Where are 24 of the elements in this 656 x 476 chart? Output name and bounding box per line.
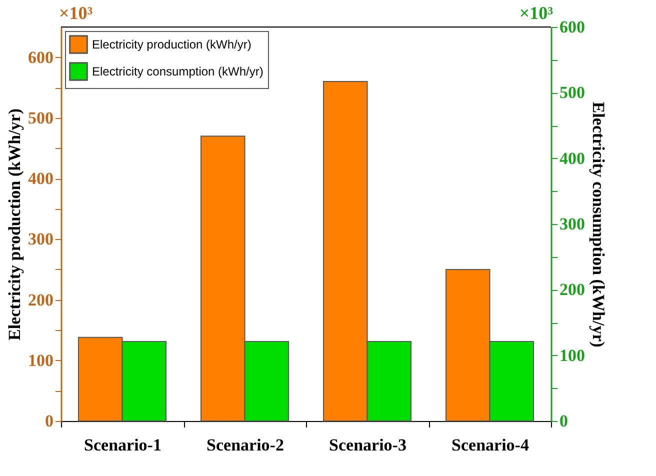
y-tick-label: 0 [45, 412, 54, 430]
y2-axis-title: Electricity consumption (kWh/yr) [589, 102, 608, 348]
y2-tick-label: 100 [560, 346, 585, 365]
y-tick-label: 100 [28, 350, 54, 370]
x-tick-label: Scenario-2 [206, 436, 284, 454]
y-tick-label: 200 [28, 290, 54, 310]
y2-tick-label: 200 [560, 280, 585, 300]
y-tick-label: 300 [28, 230, 54, 249]
y2-tick-label: 300 [560, 214, 585, 234]
x-tick-label: Scenario-1 [84, 436, 162, 454]
y2-tick-label: 500 [560, 83, 585, 102]
y-axis-title: Electricity production (kWh/yr) [5, 108, 24, 340]
x-tick-label: Scenario-3 [329, 436, 406, 454]
text: ×10³ [59, 3, 94, 23]
y-tick-label: 600 [28, 48, 54, 67]
x-tick-label: Scenario-4 [452, 436, 530, 454]
y2-tick-label: 600 [560, 18, 585, 36]
y-tick-label: 400 [28, 169, 54, 188]
y2-tick-label: 400 [560, 148, 585, 168]
y-tick-label: 500 [28, 108, 54, 128]
legend-label: Electricity production (kWh/yr) [92, 38, 252, 52]
y2-tick-label: 0 [560, 412, 568, 430]
legend-label: Electricity consumption (kWh/yr) [92, 64, 264, 78]
text: ×10³ [519, 3, 554, 23]
